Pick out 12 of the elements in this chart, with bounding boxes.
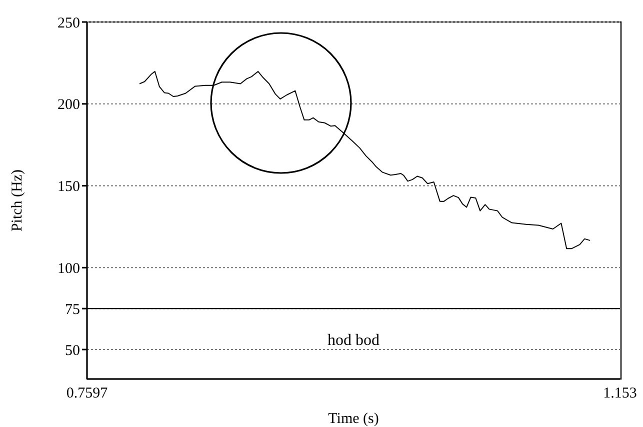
y-axis-title: Pitch (Hz) bbox=[9, 169, 26, 232]
y-tick-label: 250 bbox=[58, 15, 80, 32]
y-tick-label: 200 bbox=[58, 97, 80, 114]
y-tick-label: 75 bbox=[65, 302, 80, 318]
y-tick-label: 50 bbox=[65, 342, 80, 359]
y-tick-label: 100 bbox=[58, 260, 80, 277]
x-axis-title: Time (s) bbox=[328, 411, 379, 427]
x-tick-label: 0.7597 bbox=[66, 386, 108, 402]
x-tick-label: 1.153 bbox=[603, 386, 637, 402]
y-tick-label: 150 bbox=[58, 179, 80, 196]
annotation: hod bod bbox=[328, 332, 380, 349]
line-series bbox=[139, 70, 591, 250]
